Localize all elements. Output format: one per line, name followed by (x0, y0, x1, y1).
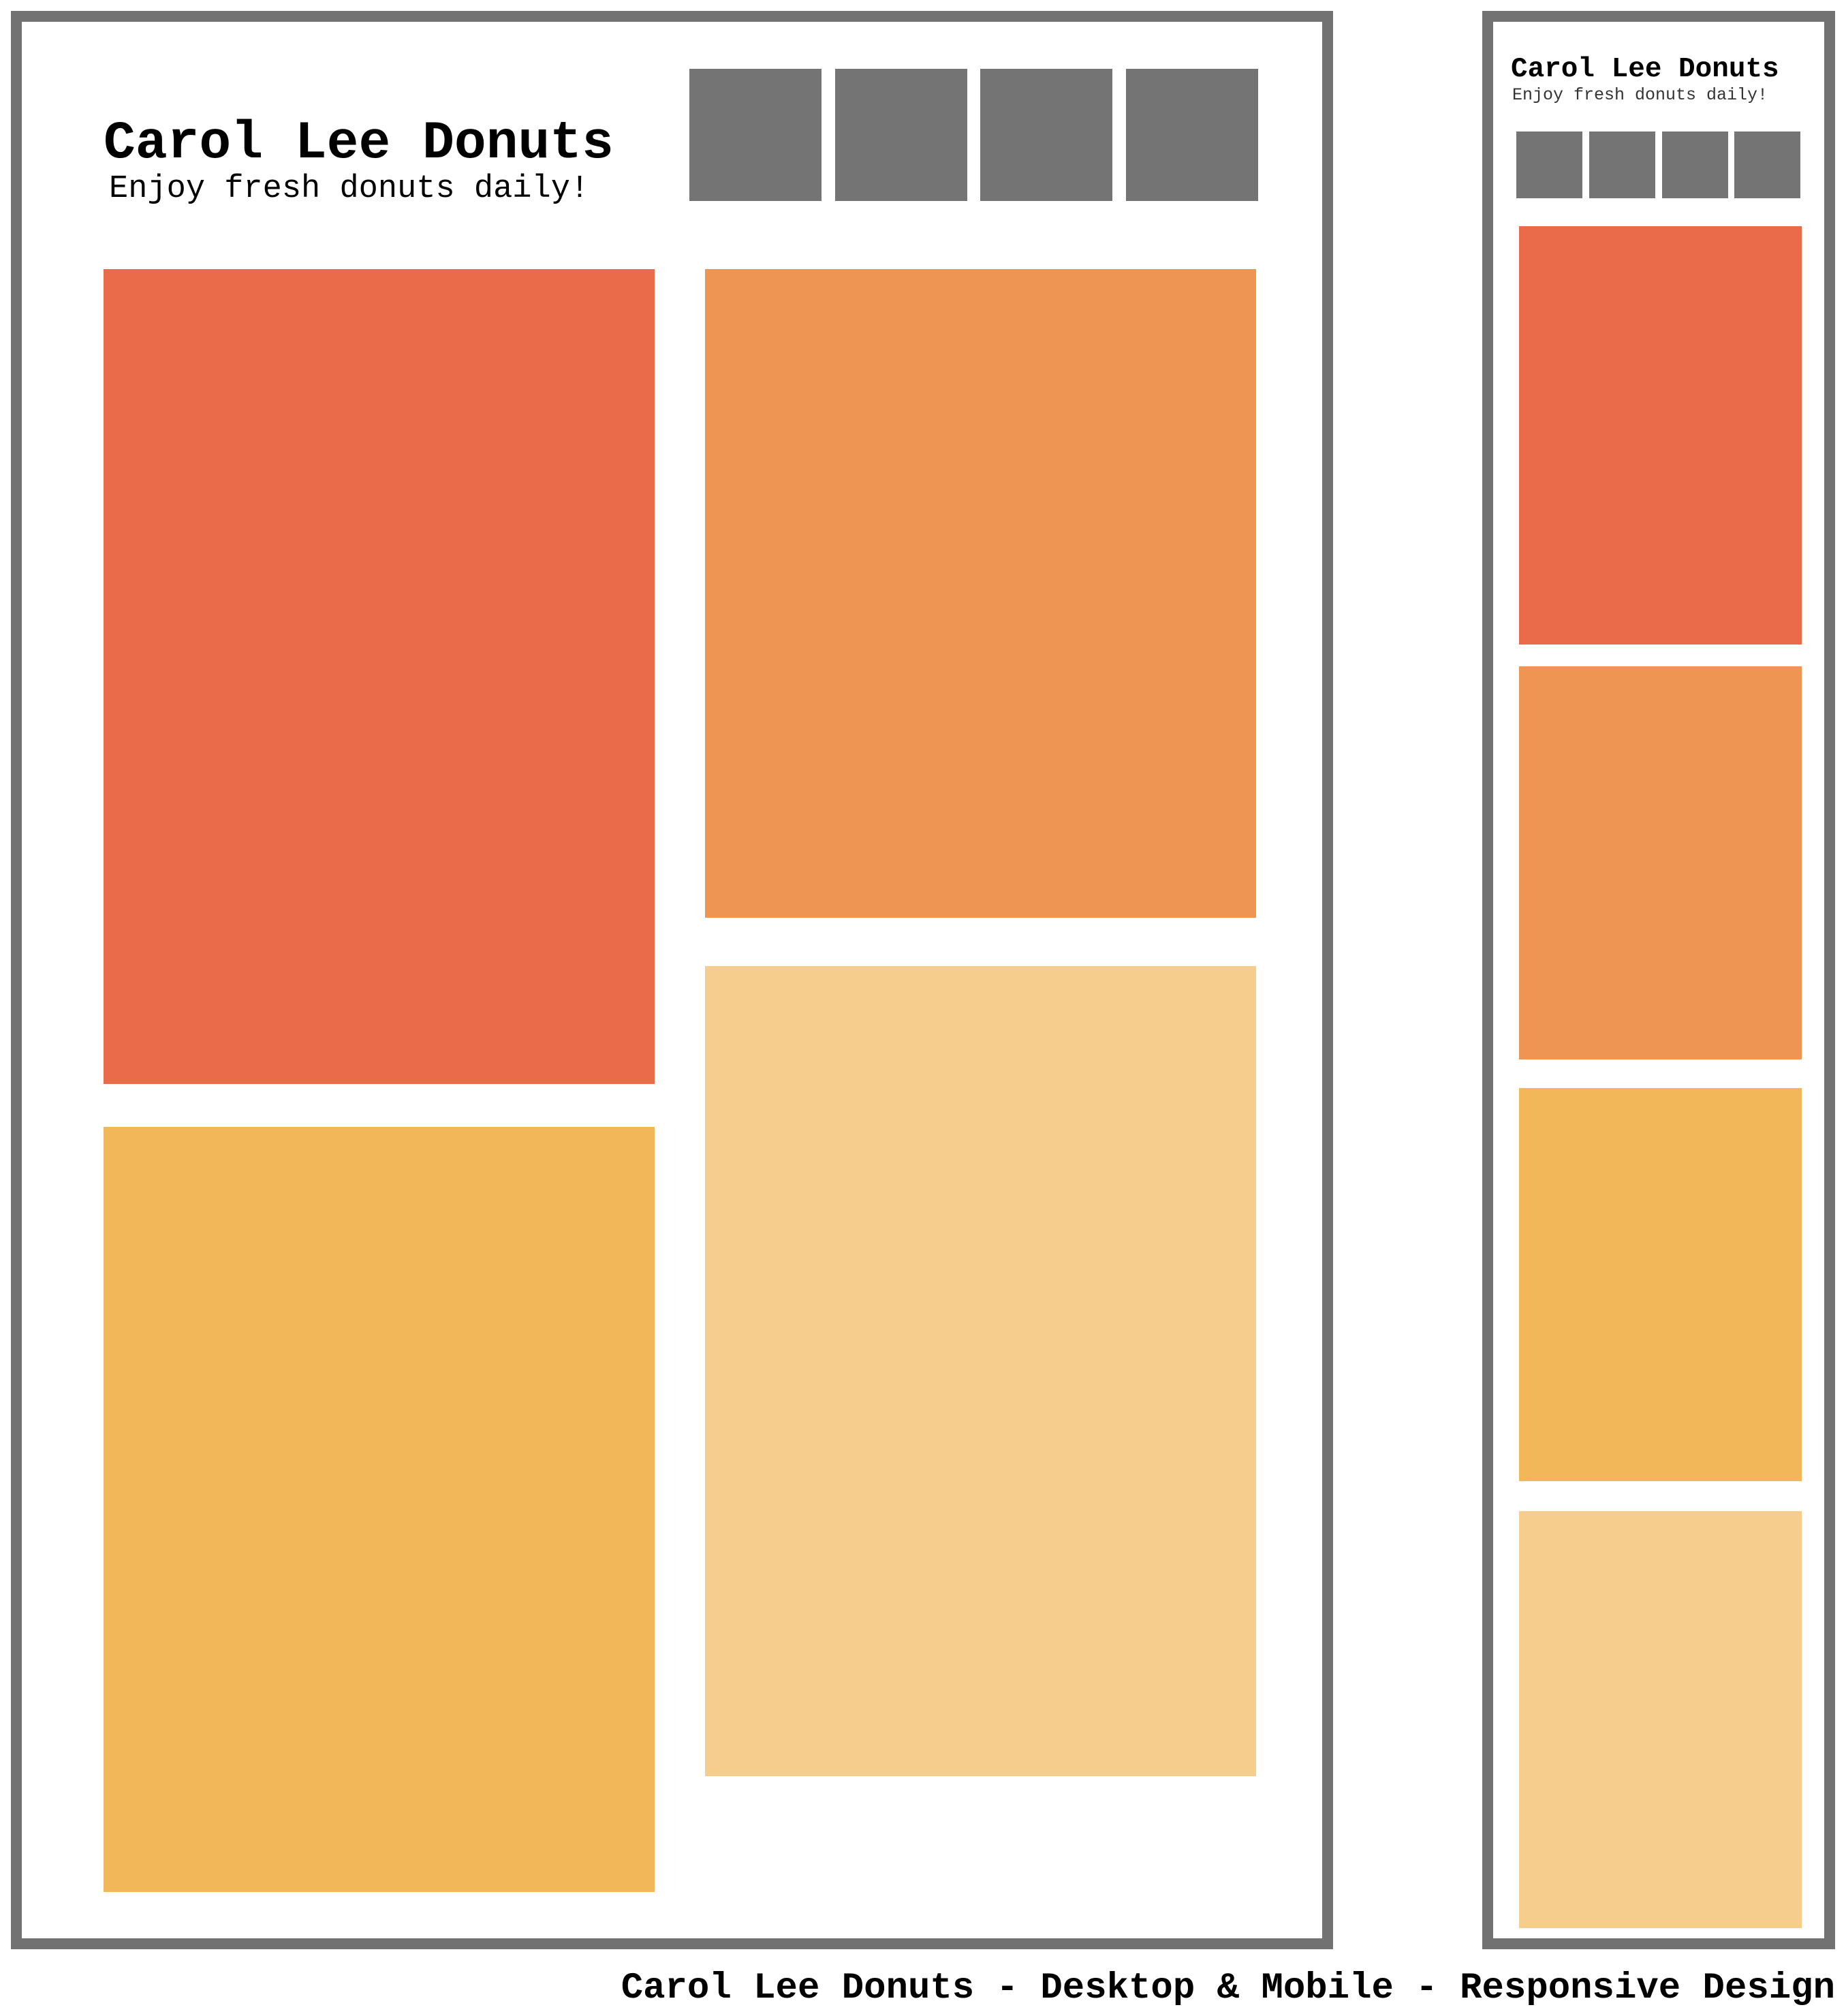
site-tagline: Enjoy fresh donuts daily! (109, 171, 590, 207)
content-tile-3[interactable] (104, 1127, 655, 1892)
nav-item-1[interactable] (1516, 131, 1582, 198)
desktop-frame: Carol Lee Donuts Enjoy fresh donuts dail… (11, 11, 1333, 1949)
nav-item-4[interactable] (1734, 131, 1800, 198)
mobile-frame: Carol Lee Donuts Enjoy fresh donuts dail… (1482, 11, 1835, 1949)
nav-item-1[interactable] (689, 69, 822, 201)
site-title: Carol Lee Donuts (104, 114, 614, 174)
nav-item-2[interactable] (835, 69, 967, 201)
nav-item-4[interactable] (1126, 69, 1258, 201)
nav-item-3[interactable] (980, 69, 1112, 201)
figure-caption: Carol Lee Donuts - Desktop & Mobile - Re… (621, 1968, 1835, 2009)
content-tile-4[interactable] (705, 966, 1256, 1776)
content-tile-2[interactable] (705, 269, 1256, 918)
nav-item-3[interactable] (1662, 131, 1728, 198)
content-tile-2[interactable] (1519, 666, 1802, 1059)
nav-item-2[interactable] (1589, 131, 1655, 198)
site-title: Carol Lee Donuts (1511, 54, 1779, 85)
content-tile-3[interactable] (1519, 1088, 1802, 1481)
content-tile-1[interactable] (104, 269, 655, 1084)
site-tagline: Enjoy fresh donuts daily! (1512, 85, 1768, 105)
content-tile-1[interactable] (1519, 226, 1802, 645)
content-tile-4[interactable] (1519, 1511, 1802, 1928)
